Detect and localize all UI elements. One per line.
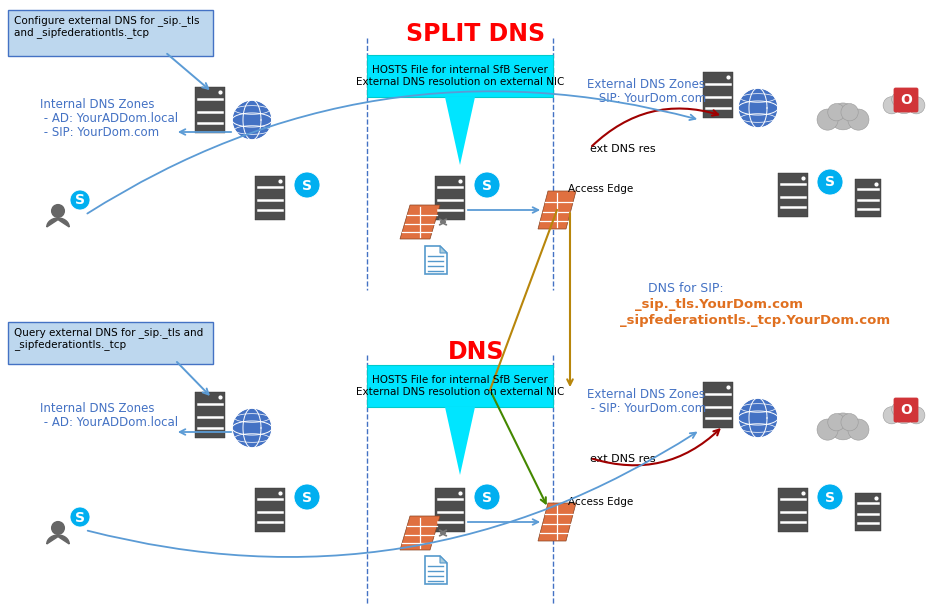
Circle shape (892, 92, 905, 106)
Polygon shape (440, 246, 447, 253)
Circle shape (738, 398, 778, 438)
FancyBboxPatch shape (703, 382, 733, 428)
FancyBboxPatch shape (255, 176, 285, 220)
Text: - SIP: YourDom.com: - SIP: YourDom.com (587, 402, 706, 415)
Text: S: S (482, 178, 492, 192)
FancyBboxPatch shape (367, 55, 553, 97)
Text: ext DNS res: ext DNS res (590, 144, 656, 154)
FancyBboxPatch shape (435, 176, 465, 220)
Text: External DNS Zones: External DNS Zones (587, 388, 705, 401)
Circle shape (908, 97, 925, 114)
Text: O: O (900, 93, 912, 108)
Polygon shape (400, 516, 440, 550)
Circle shape (51, 204, 65, 218)
Circle shape (902, 402, 916, 416)
Circle shape (294, 172, 320, 198)
Text: S: S (302, 178, 312, 192)
FancyBboxPatch shape (778, 173, 808, 217)
Circle shape (70, 507, 90, 527)
Circle shape (294, 484, 320, 510)
Text: - SIP: YourDom.com: - SIP: YourDom.com (40, 126, 159, 139)
Polygon shape (440, 556, 447, 563)
Circle shape (893, 402, 915, 424)
Polygon shape (47, 535, 69, 544)
FancyBboxPatch shape (894, 398, 919, 423)
Text: ext DNS res: ext DNS res (590, 454, 656, 464)
Text: S: S (302, 491, 312, 504)
FancyBboxPatch shape (8, 322, 213, 364)
Text: S: S (825, 175, 835, 189)
FancyBboxPatch shape (435, 488, 465, 532)
Circle shape (474, 172, 500, 198)
Text: Configure external DNS for _sip._tls
and _sipfederationtls._tcp: Configure external DNS for _sip._tls and… (14, 15, 200, 38)
Polygon shape (425, 556, 447, 584)
Circle shape (893, 92, 915, 114)
Text: DNS: DNS (447, 340, 505, 364)
Text: _sip._tls.YourDom.com: _sip._tls.YourDom.com (635, 298, 803, 311)
Polygon shape (445, 407, 475, 475)
Circle shape (817, 169, 843, 195)
Circle shape (883, 407, 901, 424)
FancyBboxPatch shape (855, 493, 881, 531)
Text: S: S (825, 491, 835, 504)
Text: Access Edge: Access Edge (568, 184, 633, 194)
FancyBboxPatch shape (195, 87, 225, 133)
Circle shape (883, 97, 901, 114)
FancyBboxPatch shape (778, 488, 808, 532)
Text: - AD: YourADDom.local: - AD: YourADDom.local (40, 416, 178, 429)
Circle shape (902, 92, 916, 106)
Circle shape (51, 521, 65, 535)
Text: SPLIT DNS: SPLIT DNS (407, 22, 545, 46)
FancyBboxPatch shape (8, 10, 213, 56)
FancyBboxPatch shape (703, 72, 733, 118)
Text: External DNS Zones: External DNS Zones (587, 78, 705, 91)
Text: - SIP: YourDom.com: - SIP: YourDom.com (587, 92, 706, 105)
FancyBboxPatch shape (367, 365, 553, 407)
FancyBboxPatch shape (195, 392, 225, 438)
Text: _sipfederationtls._tcp.YourDom.com: _sipfederationtls._tcp.YourDom.com (620, 314, 890, 327)
Circle shape (817, 419, 838, 440)
Text: HOSTS File for internal SfB Server
External DNS resolution on external NIC: HOSTS File for internal SfB Server Exter… (356, 65, 565, 87)
Circle shape (474, 484, 500, 510)
Polygon shape (400, 205, 440, 239)
Polygon shape (538, 503, 576, 541)
Text: S: S (75, 510, 85, 525)
Circle shape (817, 109, 838, 130)
Text: - AD: YourADDom.local: - AD: YourADDom.local (40, 112, 178, 125)
Circle shape (908, 407, 925, 424)
FancyBboxPatch shape (855, 179, 881, 217)
Polygon shape (47, 218, 69, 227)
Circle shape (738, 88, 778, 128)
Polygon shape (538, 191, 576, 229)
Circle shape (70, 190, 90, 210)
Polygon shape (445, 97, 475, 165)
Text: S: S (75, 194, 85, 207)
Circle shape (829, 413, 857, 440)
Circle shape (827, 103, 845, 121)
Text: Query external DNS for _sip._tls and
_sipfederationtls._tcp: Query external DNS for _sip._tls and _si… (14, 327, 203, 351)
Circle shape (817, 484, 843, 510)
Circle shape (829, 103, 857, 130)
Polygon shape (425, 246, 447, 274)
Circle shape (848, 419, 869, 440)
Text: Access Edge: Access Edge (568, 497, 633, 507)
Circle shape (892, 402, 905, 416)
Circle shape (827, 414, 845, 431)
Circle shape (848, 109, 869, 130)
Circle shape (232, 100, 272, 140)
FancyBboxPatch shape (894, 87, 919, 113)
Circle shape (232, 408, 272, 448)
Circle shape (841, 103, 859, 121)
Text: HOSTS File for internal SfB Server
External DNS resolution on external NIC: HOSTS File for internal SfB Server Exter… (356, 375, 565, 397)
Text: S: S (482, 491, 492, 504)
Text: Internal DNS Zones: Internal DNS Zones (40, 402, 154, 415)
Text: DNS for SIP:: DNS for SIP: (648, 282, 724, 295)
Circle shape (841, 414, 859, 431)
Text: Internal DNS Zones: Internal DNS Zones (40, 98, 154, 111)
Text: O: O (900, 403, 912, 418)
FancyBboxPatch shape (255, 488, 285, 532)
